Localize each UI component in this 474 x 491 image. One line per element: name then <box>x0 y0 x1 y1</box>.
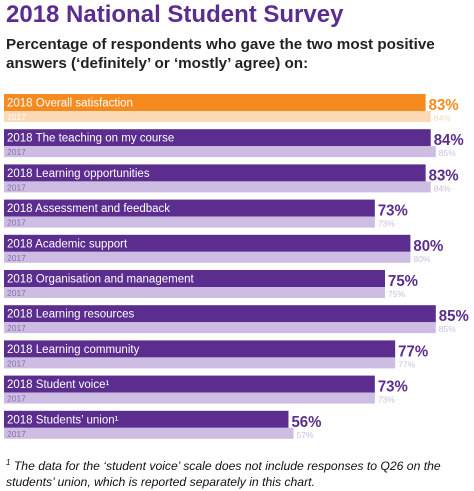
chart-subtitle: Percentage of respondents who gave the t… <box>6 36 435 72</box>
year-label-2017: 2017 <box>7 253 26 263</box>
value-label-2018: 73% <box>378 379 408 396</box>
year-label-2017: 2017 <box>7 218 26 228</box>
footnote-marker: 1 <box>6 458 11 467</box>
year-label-2017: 2017 <box>7 394 26 404</box>
value-label-2017: 73% <box>378 395 395 405</box>
bar-2018 <box>4 164 426 182</box>
value-label-2017: 80% <box>413 254 430 264</box>
bar-2017 <box>4 357 396 369</box>
bar-2018 <box>4 305 436 323</box>
footnote-text: The data for the ‘student voice’ scale d… <box>6 459 441 490</box>
bar-2018 <box>4 410 289 428</box>
survey-bar-chart: 2018 Overall satisfaction201783%84%2018 … <box>4 94 469 440</box>
footnote: 1 The data for the ‘student voice’ scale… <box>6 455 468 490</box>
value-label-2017: 85% <box>439 324 456 334</box>
value-label-2018: 77% <box>398 343 428 360</box>
bar-2017 <box>4 322 436 334</box>
bar-2017 <box>4 111 431 122</box>
year-label-2017: 2017 <box>7 323 26 333</box>
value-label-2018: 56% <box>291 414 321 431</box>
value-label-2017: 77% <box>398 359 415 369</box>
bar-2018 <box>4 94 426 111</box>
value-label-2017: 75% <box>388 289 405 299</box>
bar-2018 <box>4 375 375 393</box>
bar-2018 <box>4 270 385 287</box>
bar-2018 <box>4 340 396 358</box>
value-label-2017: 57% <box>297 430 314 440</box>
category-label: 2018 Student voice¹ <box>7 379 109 391</box>
category-label: 2018 Assessment and feedback <box>7 203 170 215</box>
value-label-2018: 85% <box>439 308 469 325</box>
bar-2017 <box>4 427 294 439</box>
year-label-2017: 2017 <box>7 182 26 192</box>
bar-2017 <box>4 146 436 158</box>
bar-2017 <box>4 216 375 228</box>
bar-2018 <box>4 199 375 217</box>
category-label: 2018 Students’ union¹ <box>7 414 119 426</box>
bar-2017 <box>4 392 375 404</box>
value-label-2017: 73% <box>378 219 395 229</box>
category-label: 2018 Academic support <box>7 238 128 250</box>
category-label: 2018 Overall satisfaction <box>7 98 133 110</box>
year-label-2017: 2017 <box>7 112 26 122</box>
value-label-2017: 84% <box>434 183 451 193</box>
bar-2018 <box>4 234 411 252</box>
value-label-2017: 84% <box>434 113 451 123</box>
bar-2017 <box>4 287 385 298</box>
category-label: 2018 Organisation and management <box>7 274 194 286</box>
value-label-2018: 73% <box>378 203 408 220</box>
chart-title: 2018 National Student Survey <box>6 1 344 28</box>
value-label-2018: 83% <box>429 97 459 114</box>
category-label: 2018 The teaching on my course <box>7 133 174 145</box>
bar-2017 <box>4 181 431 193</box>
value-label-2018: 84% <box>434 132 464 149</box>
category-label: 2018 Learning community <box>7 344 140 356</box>
year-label-2017: 2017 <box>7 147 26 157</box>
year-label-2017: 2017 <box>7 288 26 298</box>
value-label-2017: 85% <box>439 148 456 158</box>
bar-2017 <box>4 251 411 263</box>
category-label: 2018 Learning resources <box>7 309 134 321</box>
value-label-2018: 80% <box>413 238 443 255</box>
year-label-2017: 2017 <box>7 358 26 368</box>
year-label-2017: 2017 <box>7 429 26 439</box>
value-label-2018: 83% <box>429 167 459 184</box>
bar-2018 <box>4 129 431 147</box>
value-label-2018: 75% <box>388 273 418 290</box>
category-label: 2018 Learning opportunities <box>7 168 150 180</box>
